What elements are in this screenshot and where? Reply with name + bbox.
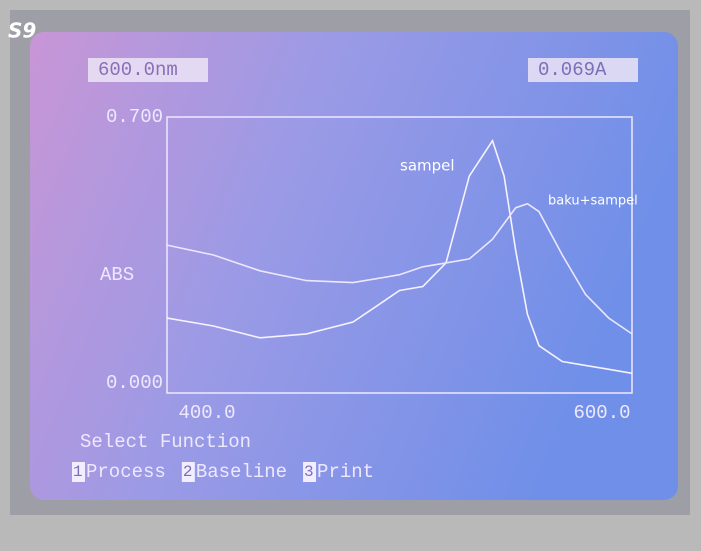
display: [30, 32, 678, 500]
menu-key[interactable]: 2: [183, 463, 193, 481]
menu-item[interactable]: Baseline: [196, 461, 287, 483]
data-line: [166, 202, 633, 335]
annotation: sampel: [400, 157, 455, 175]
menu-key-box[interactable]: [181, 462, 195, 482]
y-tick-label: 0.000: [106, 372, 163, 394]
menu-key[interactable]: 1: [73, 463, 83, 481]
data-line: [166, 138, 633, 375]
y-tick-label: 0.700: [106, 106, 163, 128]
menu-key-box[interactable]: [303, 462, 317, 482]
menu-item[interactable]: Process: [86, 461, 166, 483]
wavelength-readout: 600.0nm: [98, 59, 178, 81]
menu-title: Select Function: [80, 431, 251, 453]
plot-frame: [166, 116, 633, 394]
readout-box: [528, 58, 638, 82]
readout-box: [88, 58, 208, 82]
menu-key-box[interactable]: [72, 462, 85, 482]
absorbance-readout: 0.069A: [538, 59, 607, 81]
x-tick-label: 600.0: [573, 402, 630, 424]
photo-label: S9: [8, 19, 36, 43]
menu-key[interactable]: 3: [304, 463, 314, 481]
annotation: baku+sampel: [548, 194, 638, 209]
menu: 1 Process 2 Baseline 3 Print: [72, 461, 374, 483]
menu-item[interactable]: Print: [317, 461, 374, 483]
x-tick-label: 400.0: [178, 402, 235, 424]
y-axis-label: ABS: [100, 264, 134, 286]
